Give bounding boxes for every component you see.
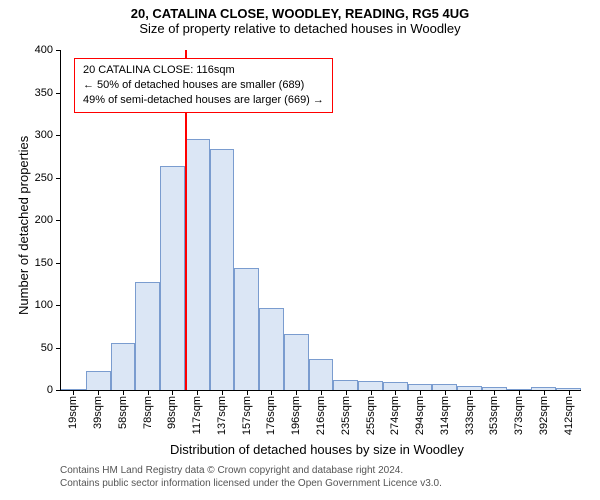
x-tick-label: 78sqm [142,396,154,429]
x-tick-label: 58sqm [117,396,129,429]
y-tick-label: 200 [35,214,61,226]
x-tick-label: 373sqm [513,396,525,435]
x-tick-label: 412sqm [563,396,575,435]
x-tick-mark [519,390,520,395]
annotation-line: 49% of semi-detached houses are larger (… [83,93,324,108]
histogram-bar [234,268,259,390]
x-tick-mark [395,390,396,395]
x-tick-mark [371,390,372,395]
histogram-bar [185,139,210,390]
footer-line: Contains HM Land Registry data © Crown c… [60,464,442,477]
x-tick-mark [321,390,322,395]
histogram-bar [358,381,383,390]
histogram-bar [160,166,185,390]
x-tick-mark [148,390,149,395]
y-tick-label: 300 [35,129,61,141]
annotation-line: 20 CATALINA CLOSE: 116sqm [83,63,324,78]
x-tick-label: 39sqm [92,396,104,429]
y-tick-label: 400 [35,44,61,56]
x-tick-label: 98sqm [166,396,178,429]
x-tick-label: 196sqm [290,396,302,435]
histogram-bar [284,334,309,390]
x-tick-mark [544,390,545,395]
histogram-bar [333,380,358,390]
chart-container: 20, CATALINA CLOSE, WOODLEY, READING, RG… [0,0,600,500]
x-tick-mark [271,390,272,395]
y-tick-label: 150 [35,257,61,269]
x-tick-label: 392sqm [538,396,550,435]
x-tick-label: 353sqm [488,396,500,435]
x-tick-mark [470,390,471,395]
x-tick-mark [445,390,446,395]
x-tick-mark [172,390,173,395]
y-tick-label: 0 [47,384,61,396]
annotation-line: ← 50% of detached houses are smaller (68… [83,78,324,93]
x-tick-mark [569,390,570,395]
chart-subtitle: Size of property relative to detached ho… [0,21,600,36]
x-tick-label: 19sqm [67,396,79,429]
histogram-bar [86,371,111,390]
histogram-bar [135,282,160,390]
x-tick-mark [98,390,99,395]
histogram-bar [210,149,235,390]
footer-line: Contains public sector information licen… [60,477,442,490]
x-tick-label: 176sqm [265,396,277,435]
x-tick-label: 157sqm [241,396,253,435]
x-tick-mark [296,390,297,395]
x-axis-label: Distribution of detached houses by size … [170,442,464,457]
x-tick-mark [494,390,495,395]
x-tick-label: 117sqm [191,396,203,434]
x-tick-mark [247,390,248,395]
histogram-bar [259,308,284,390]
histogram-bar [111,343,136,390]
x-tick-label: 216sqm [315,396,327,435]
x-tick-label: 255sqm [365,396,377,435]
x-tick-label: 333sqm [464,396,476,435]
y-tick-label: 250 [35,172,61,184]
chart-title: 20, CATALINA CLOSE, WOODLEY, READING, RG… [0,0,600,21]
x-tick-mark [346,390,347,395]
x-tick-mark [222,390,223,395]
annotation-box: 20 CATALINA CLOSE: 116sqm ← 50% of detac… [74,58,333,113]
x-tick-mark [420,390,421,395]
x-tick-label: 274sqm [389,396,401,435]
x-tick-mark [197,390,198,395]
y-axis-label: Number of detached properties [16,136,31,315]
footer-attribution: Contains HM Land Registry data © Crown c… [60,464,442,490]
x-tick-mark [123,390,124,395]
y-tick-label: 350 [35,87,61,99]
histogram-bar [309,359,334,390]
x-tick-mark [73,390,74,395]
histogram-bar [383,382,408,390]
y-tick-label: 50 [41,342,61,354]
x-tick-label: 235sqm [340,396,352,435]
x-tick-label: 137sqm [216,396,228,435]
y-tick-label: 100 [35,299,61,311]
x-tick-label: 294sqm [414,396,426,435]
x-tick-label: 314sqm [439,396,451,435]
